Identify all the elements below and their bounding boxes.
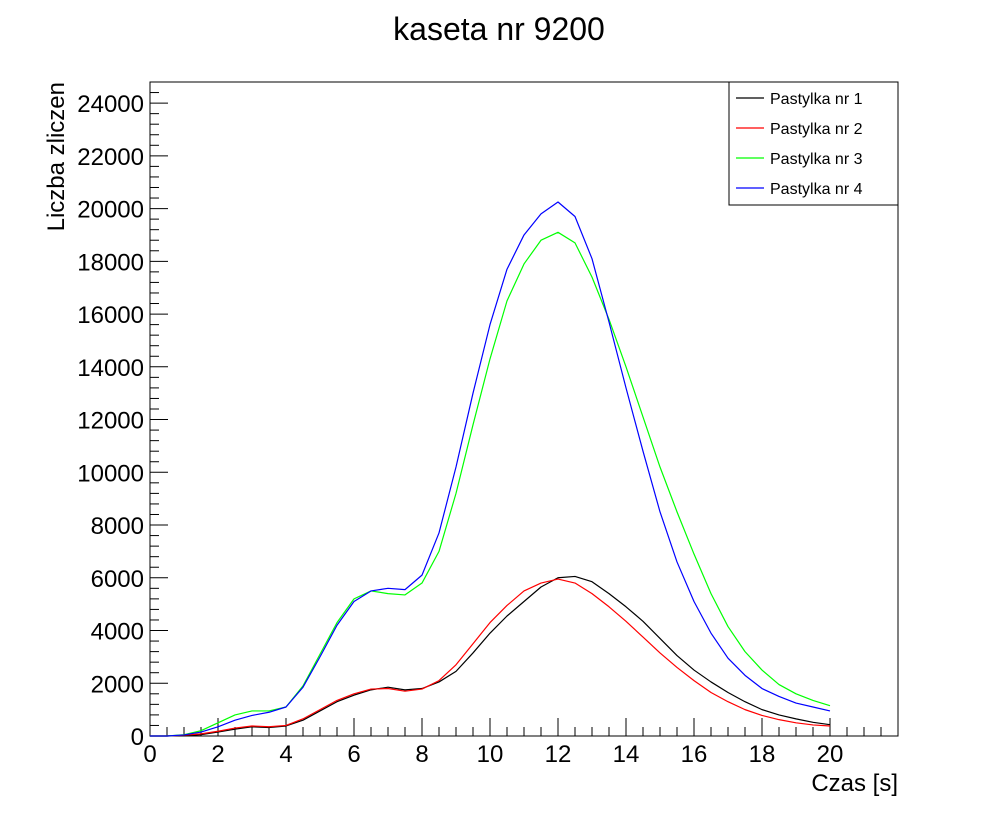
x-tick-label: 6 <box>347 741 360 768</box>
x-tick-label: 2 <box>211 741 224 768</box>
x-tick-label: 12 <box>545 741 572 768</box>
legend-label-2: Pastylka nr 2 <box>770 121 863 138</box>
y-tick-label: 22000 <box>77 144 144 171</box>
y-tick-label: 12000 <box>77 408 144 435</box>
y-tick-label: 4000 <box>91 619 144 646</box>
y-tick-label: 24000 <box>77 91 144 118</box>
series-lines <box>150 201 831 737</box>
x-tick-label: 4 <box>279 741 292 768</box>
axis-tick-labels: 0 2 4 6 8 10 12 14 16 18 20 0 2000 4000 6000 8000 10000 1… <box>77 91 843 768</box>
legend-label-1: Pastylka nr 1 <box>770 91 863 108</box>
y-tick-label: 0 <box>131 724 144 751</box>
x-tick-label: 16 <box>681 741 708 768</box>
x-tick-label: 0 <box>143 741 156 768</box>
y-tick-label: 2000 <box>91 671 144 698</box>
x-tick-label: 10 <box>477 741 504 768</box>
legend-box <box>728 81 899 206</box>
axis-ticks <box>149 81 899 737</box>
legend: Pastylka nr 1 Pastylka nr 2 Pastylka nr 3 P… <box>728 81 899 206</box>
legend-label-4: Pastylka nr 4 <box>770 181 863 198</box>
series-line-1 <box>150 575 831 737</box>
series-line-2 <box>150 578 831 737</box>
x-tick-label: 14 <box>613 741 640 768</box>
x-tick-label: 8 <box>415 741 428 768</box>
y-tick-label: 18000 <box>77 249 144 276</box>
series-line-3 <box>150 231 831 737</box>
y-tick-label: 6000 <box>91 566 144 593</box>
y-tick-label: 8000 <box>91 513 144 540</box>
x-tick-label: 18 <box>749 741 776 768</box>
series-line-4 <box>150 201 831 737</box>
y-axis-title: Liczba zliczen <box>43 82 70 231</box>
y-tick-label: 14000 <box>77 355 144 382</box>
x-tick-label: 20 <box>817 741 844 768</box>
legend-label-3: Pastylka nr 3 <box>770 151 863 168</box>
y-tick-label: 20000 <box>77 197 144 224</box>
y-tick-label: 10000 <box>77 460 144 487</box>
y-tick-label: 16000 <box>77 302 144 329</box>
x-axis-title: Czas [s] <box>811 770 898 797</box>
chart-title: kaseta nr 9200 <box>393 11 605 47</box>
